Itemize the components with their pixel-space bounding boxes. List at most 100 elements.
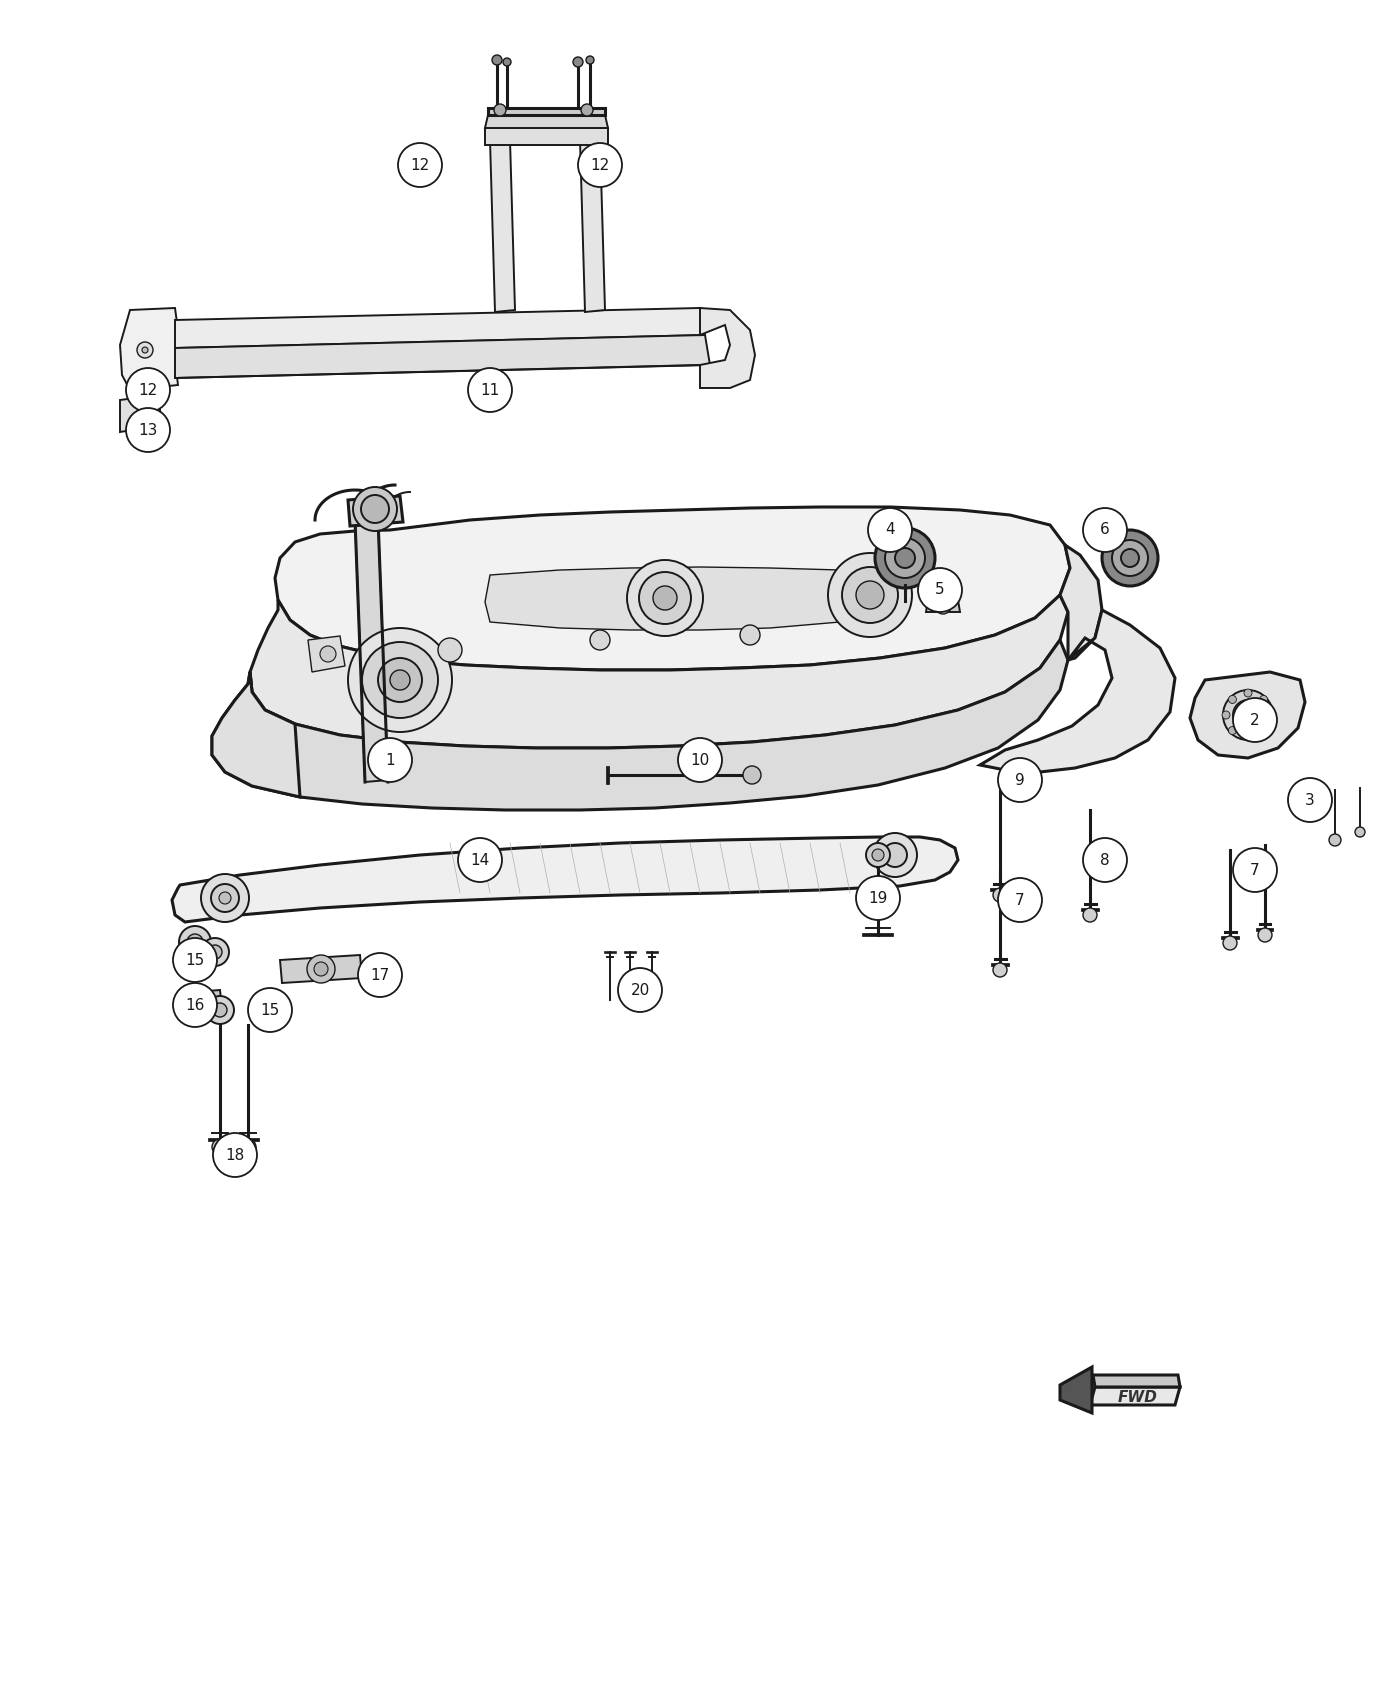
Polygon shape: [1093, 1375, 1180, 1387]
Text: 7: 7: [1015, 892, 1025, 908]
Polygon shape: [280, 955, 363, 983]
Circle shape: [1233, 699, 1277, 741]
Circle shape: [883, 843, 907, 867]
Polygon shape: [490, 139, 515, 313]
Text: 20: 20: [630, 983, 650, 998]
Circle shape: [578, 143, 622, 187]
Circle shape: [353, 486, 398, 530]
Circle shape: [1084, 908, 1098, 921]
Polygon shape: [120, 308, 178, 389]
Polygon shape: [1060, 1367, 1092, 1413]
Circle shape: [743, 767, 762, 784]
Text: 13: 13: [139, 423, 158, 437]
Circle shape: [438, 638, 462, 661]
Polygon shape: [1190, 672, 1305, 758]
Polygon shape: [1091, 1387, 1180, 1404]
Circle shape: [248, 988, 293, 1032]
Circle shape: [652, 586, 678, 610]
Polygon shape: [175, 308, 706, 348]
Circle shape: [935, 598, 951, 614]
Circle shape: [1245, 688, 1252, 697]
Polygon shape: [211, 639, 1068, 809]
Text: 1: 1: [385, 753, 395, 767]
Polygon shape: [484, 568, 895, 631]
Circle shape: [1260, 726, 1267, 734]
Circle shape: [202, 993, 216, 1006]
Polygon shape: [484, 128, 608, 144]
Circle shape: [174, 983, 217, 1027]
Polygon shape: [1060, 546, 1102, 660]
Circle shape: [855, 876, 900, 920]
Circle shape: [1084, 508, 1127, 552]
Circle shape: [827, 552, 911, 638]
Circle shape: [993, 887, 1007, 903]
Polygon shape: [700, 308, 755, 388]
Circle shape: [137, 342, 153, 359]
Circle shape: [885, 537, 925, 578]
Circle shape: [188, 933, 203, 950]
Polygon shape: [274, 507, 1070, 670]
Circle shape: [1224, 690, 1273, 740]
Text: 8: 8: [1100, 852, 1110, 867]
Circle shape: [179, 927, 211, 959]
Circle shape: [589, 631, 610, 649]
Text: 2: 2: [1250, 712, 1260, 728]
Text: 7: 7: [1250, 862, 1260, 877]
Circle shape: [1233, 700, 1263, 729]
Text: 6: 6: [1100, 522, 1110, 537]
Polygon shape: [211, 672, 300, 797]
Circle shape: [126, 408, 169, 452]
Circle shape: [1228, 695, 1236, 704]
Circle shape: [349, 627, 452, 733]
Polygon shape: [356, 518, 388, 782]
Circle shape: [841, 568, 897, 622]
Text: 18: 18: [225, 1148, 245, 1163]
Polygon shape: [251, 595, 1068, 748]
Circle shape: [307, 955, 335, 983]
Text: 16: 16: [185, 998, 204, 1013]
Circle shape: [1222, 711, 1231, 719]
Circle shape: [503, 58, 511, 66]
Polygon shape: [195, 989, 223, 1010]
Circle shape: [132, 386, 139, 394]
Circle shape: [993, 962, 1007, 978]
Polygon shape: [120, 394, 162, 432]
Circle shape: [213, 1003, 227, 1017]
Circle shape: [174, 938, 217, 983]
Circle shape: [491, 54, 503, 65]
Circle shape: [458, 838, 503, 882]
Polygon shape: [349, 496, 403, 525]
Circle shape: [678, 738, 722, 782]
Circle shape: [126, 367, 169, 411]
Circle shape: [1102, 530, 1158, 586]
Text: 4: 4: [885, 522, 895, 537]
Circle shape: [998, 758, 1042, 802]
Text: 10: 10: [690, 753, 710, 767]
Circle shape: [998, 877, 1042, 921]
Circle shape: [918, 568, 962, 612]
Circle shape: [398, 143, 442, 187]
Circle shape: [1355, 826, 1365, 836]
Circle shape: [1233, 848, 1277, 892]
Circle shape: [855, 581, 883, 609]
Circle shape: [1266, 711, 1274, 719]
Circle shape: [211, 1139, 228, 1154]
Text: 15: 15: [260, 1003, 280, 1018]
Circle shape: [895, 547, 916, 568]
Circle shape: [202, 938, 230, 966]
Text: 12: 12: [410, 158, 430, 172]
Text: 3: 3: [1305, 792, 1315, 808]
Polygon shape: [172, 836, 958, 921]
Polygon shape: [489, 109, 605, 116]
Circle shape: [617, 967, 662, 1012]
Circle shape: [202, 874, 249, 921]
Circle shape: [378, 658, 421, 702]
Circle shape: [141, 347, 148, 354]
Text: 9: 9: [1015, 772, 1025, 787]
Text: 12: 12: [591, 158, 609, 172]
Circle shape: [1121, 549, 1140, 568]
Circle shape: [581, 104, 594, 116]
Circle shape: [358, 954, 402, 996]
Circle shape: [363, 643, 438, 717]
Circle shape: [874, 833, 917, 877]
